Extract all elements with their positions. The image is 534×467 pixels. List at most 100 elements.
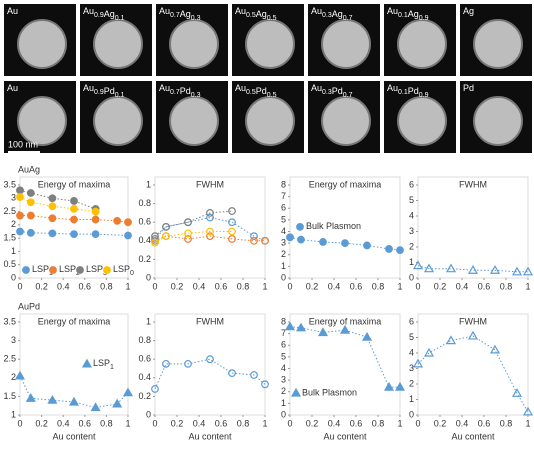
particle-shade [93,96,143,146]
particle-shade [397,96,447,146]
data-point [151,385,159,393]
data-point [70,205,78,213]
x-tick-label: 0 [415,418,420,428]
data-point [48,194,57,203]
chart-title: FWHM [196,316,224,326]
data-point [47,394,58,404]
x-tick-label: 1 [397,418,402,428]
data-point [228,235,236,243]
y-tick-label: 0.6 [138,217,151,227]
x-tick-label: 0 [415,281,420,291]
x-tick-label: 0 [287,281,292,291]
y-tick-label: 8 [281,316,286,326]
chart: 0 1 2 3 4 5 6 0 0.2 0.4 0.6 0.8 1 FWHM [409,176,534,291]
panel-label: Pd [463,83,474,93]
particle-shade [93,19,143,69]
y-tick-label: 6 [409,179,414,189]
chart-title: Energy of maxima [38,179,111,189]
plot-frame [19,176,129,279]
x-tick-label: 0.2 [306,418,319,428]
data-point [16,227,24,236]
y-tick-label: 2.5 [3,206,16,216]
data-point [91,215,100,224]
panel-label: Au [7,83,18,93]
y-tick-label: 0.8 [138,198,151,208]
scale-bar-label: 100 nm [8,139,38,149]
panel-label: Au0.1Ag0.9 [387,6,429,21]
x-tick-label: 0.8 [100,281,113,291]
plot-frame [154,313,266,416]
x-tick-label: 0.2 [434,281,447,291]
y-tick-label: 3 [11,193,16,203]
x-tick-label: 0.4 [328,418,341,428]
y-tick-label: 1 [146,179,151,189]
y-tick-label: 0 [281,409,286,419]
legend-label: Bulk Plasmon [302,387,357,397]
x-tick-label: 0.4 [193,418,206,428]
particle [474,97,522,145]
data-point [319,238,327,246]
data-point [317,327,329,337]
particle [170,97,218,145]
plot-frame [19,313,129,416]
data-point [206,232,214,241]
data-point [184,235,192,243]
panel-label: Au0.5Pd0.5 [235,83,277,98]
y-tick-label: 4 [409,210,414,220]
data-point [363,241,371,250]
y-tick-label: 0.4 [138,372,151,382]
x-axis-label: Au content [323,431,367,441]
y-tick-label: 1 [281,261,286,271]
y-tick-label: 3.5 [3,316,16,326]
y-tick-label: 3 [281,375,286,385]
data-point [228,227,236,236]
x-tick-label: 0.6 [215,418,228,428]
x-tick-label: 0.8 [372,281,385,291]
x-tick-label: 1 [397,281,402,291]
x-axis-label: Au content [188,431,232,441]
x-tick-label: 0.6 [478,418,491,428]
y-tick-label: 0.4 [138,235,151,245]
data-point [286,233,294,242]
x-tick-label: 0.2 [171,281,184,291]
legend-marker [290,387,302,397]
x-tick-label: 0.2 [171,418,184,428]
y-tick-label: 7 [281,191,286,201]
data-point [423,347,435,357]
particle [474,20,522,68]
plot-frame [417,313,529,416]
particle-shade [17,19,67,69]
data-point [16,193,24,201]
data-point [250,236,258,245]
y-tick-label: 0.5 [3,259,16,269]
legend-marker [296,222,304,231]
x-tick-label: 0.2 [35,281,48,291]
particle [398,97,446,145]
panel-label: Au0.3Pd0.7 [311,83,353,98]
panel-label: Au [7,6,18,16]
data-point [228,207,236,215]
particle [18,97,66,145]
data-point [162,222,170,231]
data-point [394,381,406,391]
trend-line [417,265,528,273]
y-tick-label: 4 [281,226,286,236]
chart-title: Energy of maxima [38,316,111,326]
y-tick-label: 0 [11,272,16,282]
data-point [250,232,258,241]
y-tick-label: 1.5 [3,391,16,401]
x-tick-label: 0.2 [434,418,447,428]
data-point [184,229,192,238]
data-point [489,344,501,354]
y-tick-label: 1 [11,409,16,419]
y-tick-label: 6 [281,203,286,213]
data-point [91,207,100,216]
data-point [16,211,24,220]
y-tick-label: 2.5 [3,354,16,364]
chart-title: FWHM [459,316,487,326]
y-tick-label: 2 [11,219,16,229]
chart: 0 1 2 3 4 5 6 0 0.2 0.4 0.6 0.8 1 FWHM Au content [409,313,534,441]
y-tick-label: 1 [146,316,151,326]
